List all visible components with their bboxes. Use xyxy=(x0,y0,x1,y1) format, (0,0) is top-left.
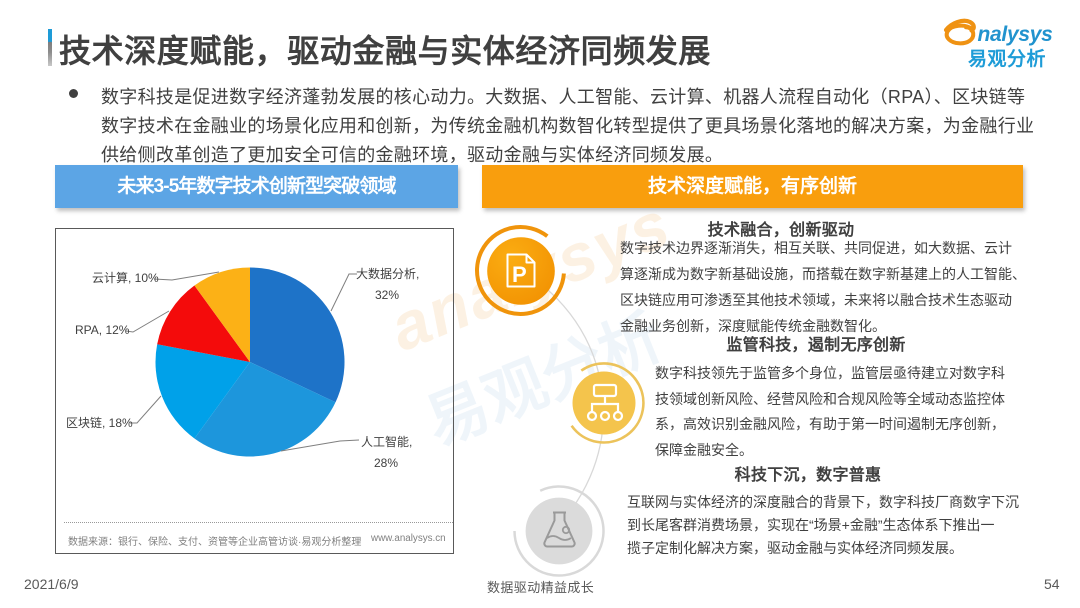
svg-text:nalysys: nalysys xyxy=(978,23,1053,46)
svg-text:P: P xyxy=(512,262,527,287)
svg-text:易观分析: 易观分析 xyxy=(968,47,1046,70)
